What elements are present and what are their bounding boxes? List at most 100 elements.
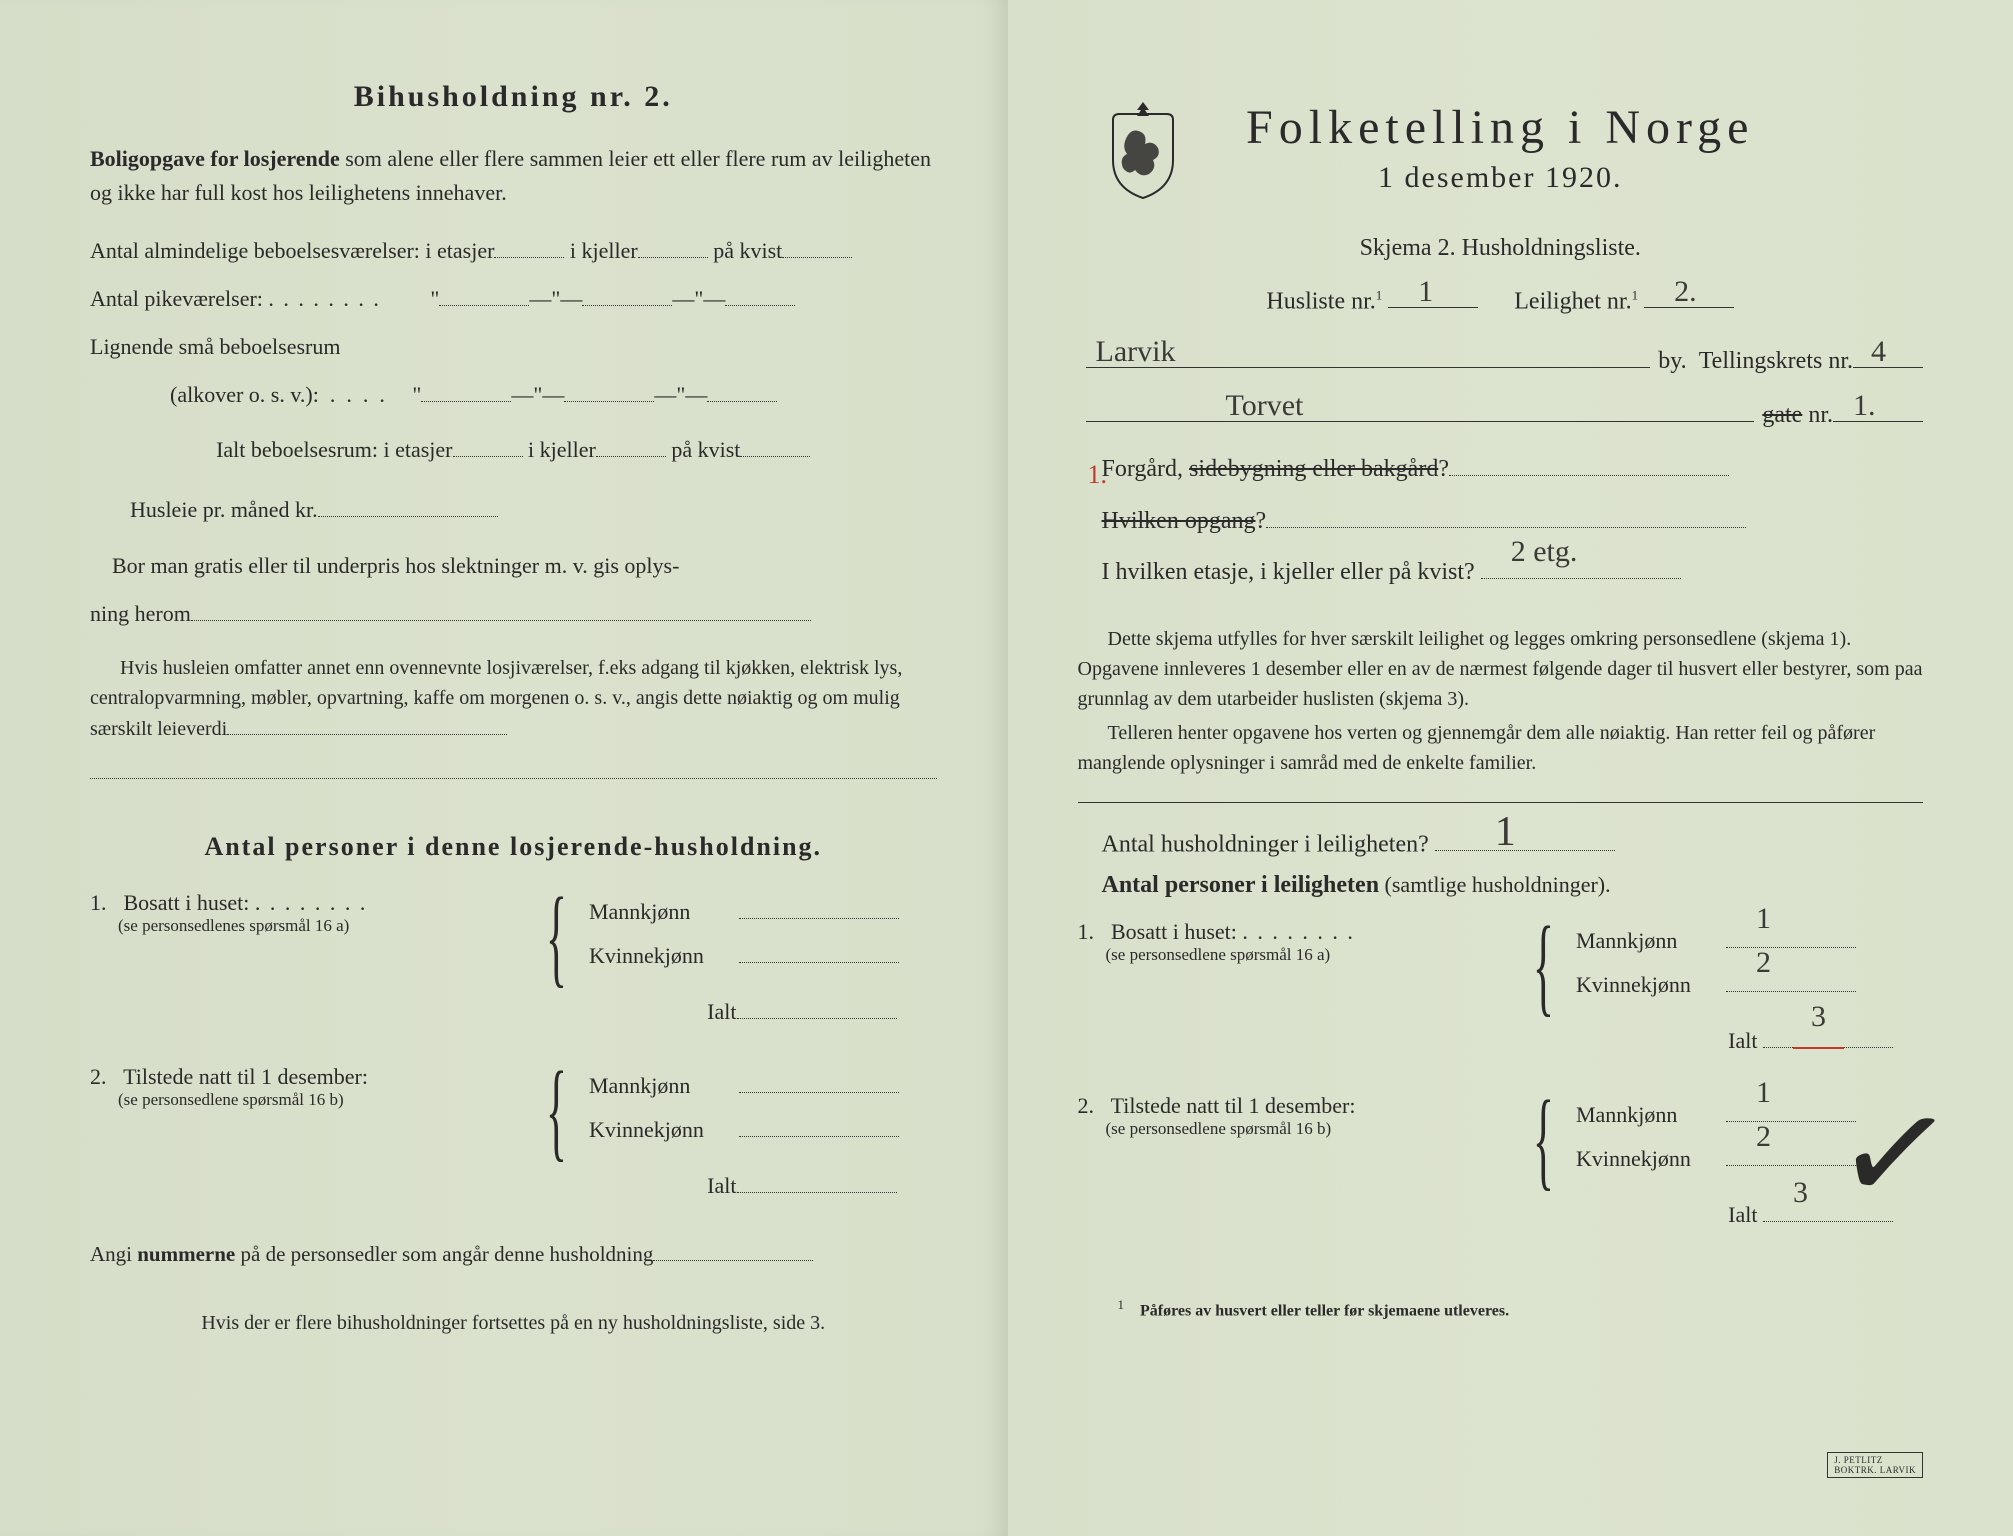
right-footnote: 1 Påføres av husvert eller teller før sk…: [1078, 1297, 1924, 1320]
left-subheading: Antal personer i denne losjerende-hushol…: [90, 832, 937, 862]
rmann-label: Mannkjønn: [1576, 919, 1726, 963]
date-line: 1 desember 1920.: [1078, 161, 1924, 195]
rooms-label-a: Antal almindelige beboelsesværelser: i e…: [90, 238, 494, 263]
antal-hush-value: 1: [1495, 808, 1516, 856]
kvinne-label: Kvinnekjønn: [589, 934, 739, 978]
bor-line-b: ning herom: [90, 593, 937, 635]
rq2-label: Tilstede natt til 1 desember:: [1111, 1093, 1356, 1118]
document-spread: Bihusholdning nr. 2. Boligopgave for los…: [0, 0, 2013, 1536]
rialt-label-2: Ialt: [1728, 1202, 1757, 1227]
husliste-value: 1: [1418, 275, 1433, 309]
husliste-row: Husliste nr.1 1 Leilighet nr.1 2.: [1078, 282, 1924, 315]
v-kvinne2: 2: [1756, 1107, 1771, 1167]
left-page: Bihusholdning nr. 2. Boligopgave for los…: [0, 0, 1007, 1536]
mann-label-2: Mannkjønn: [589, 1064, 739, 1108]
gate-row: Torvet gate nr. 1.: [1078, 393, 1924, 429]
bor-line-a: Bor man gratis eller til underpris hos s…: [90, 545, 937, 587]
ialt-b: i kjeller: [528, 437, 596, 462]
forgard-row: Forgård, sidebygning eller bakgård?: [1078, 447, 1924, 493]
ialt-rooms-line: Ialt beboelsesrum: i etasjer i kjeller p…: [90, 429, 937, 471]
leilighet-label: Leilighet nr.: [1514, 288, 1631, 314]
rooms-label-b: i kjeller: [570, 238, 638, 263]
main-title: Folketelling i Norge: [1078, 100, 1924, 155]
rq1-sub: (se personsedlene spørsmål 16 a): [1106, 945, 1508, 965]
q2-sub: (se personsedlene spørsmål 16 b): [118, 1090, 520, 1110]
mann-label: Mannkjønn: [589, 890, 739, 934]
v-kvinne1: 2: [1756, 933, 1771, 993]
pike-line: Antal pikeværelser: "—"——"—: [90, 278, 937, 320]
right-count-2: 2. Tilstede natt til 1 desember: (se per…: [1078, 1093, 1924, 1237]
husliste-label: Husliste nr.: [1266, 288, 1375, 314]
v-ialt2: 3: [1793, 1163, 1808, 1223]
antal-hush-row: Antal husholdninger i leiligheten? 1: [1078, 825, 1924, 858]
pike-label: Antal pikeværelser:: [90, 286, 263, 311]
rooms-label-c: på kvist: [713, 238, 782, 263]
husleie-label: Husleie pr. måned kr.: [130, 497, 318, 522]
large-checkmark: ✓: [1825, 1066, 1964, 1244]
q2-label: Tilstede natt til 1 desember:: [123, 1064, 368, 1089]
etasje-value: 2 etg.: [1511, 523, 1578, 580]
etasje-label: I hvilken etasje, i kjeller eller på kvi…: [1102, 559, 1475, 585]
husleie-line: Husleie pr. måned kr.: [130, 489, 937, 531]
antal-pers-paren: (samtlige husholdninger).: [1379, 872, 1611, 897]
lignende-line-a: Lignende små beboelsesrum: [90, 326, 937, 368]
ialt-c: på kvist: [671, 437, 740, 462]
rkvinne-label-2: Kvinnekjønn: [1576, 1137, 1726, 1181]
intro-bold: Boligopgave for losjerende: [90, 146, 340, 171]
hvis-note: Hvis husleien omfatter annet enn ovennev…: [90, 653, 937, 744]
instr-1: Dette skjema utfylles for hver særskilt …: [1078, 624, 1924, 714]
by-label: by.: [1658, 348, 1686, 375]
antal-hush-label: Antal husholdninger i leiligheten?: [1102, 831, 1429, 857]
tellingskrets-value: 4: [1871, 335, 1886, 369]
intro-paragraph: Boligopgave for losjerende som alene ell…: [90, 142, 937, 210]
leilighet-value: 2.: [1674, 275, 1697, 309]
bor-a: Bor man gratis eller til underpris hos s…: [112, 553, 679, 578]
rq1-label: Bosatt i huset:: [1111, 919, 1237, 944]
ialt-label: Ialt: [707, 999, 736, 1024]
gate-nr-label: nr.: [1808, 402, 1833, 429]
divider: [1078, 802, 1924, 803]
opgang-row: Hvilken opgang?: [1078, 499, 1924, 545]
left-count-1: 1. Bosatt i huset: (se personsedlenes sp…: [90, 890, 937, 1034]
footnote-text: Påføres av husvert eller teller før skje…: [1140, 1302, 1509, 1319]
printer-stamp: J. PETLITZBOKTRK. LARVIK: [1827, 1452, 1923, 1478]
rq2-sub: (se personsedlene spørsmål 16 b): [1106, 1119, 1508, 1139]
angi-line: Angi nummerne på de personsedler som ang…: [90, 1238, 937, 1272]
skjema-line: Skjema 2. Husholdningsliste.: [1078, 235, 1924, 262]
left-title: Bihusholdning nr. 2.: [90, 80, 937, 114]
coat-of-arms-icon: [1103, 100, 1183, 200]
lignende-line-b: (alkover o. s. v.): . . . . "—"——"—: [170, 374, 937, 416]
q1-label: Bosatt i huset:: [124, 890, 250, 915]
right-page: Folketelling i Norge 1 desember 1920. Sk…: [1007, 0, 2013, 1536]
gate-label: gate: [1762, 402, 1802, 429]
left-count-2: 2. Tilstede natt til 1 desember: (se per…: [90, 1064, 937, 1208]
tellingskrets-label: Tellingskrets nr.: [1699, 348, 1853, 375]
forgard-label: Forgård,: [1102, 456, 1190, 482]
alkover-label: (alkover o. s. v.):: [170, 382, 319, 407]
red-annotation: 1.: [1088, 460, 1108, 490]
right-count-1: 1. Bosatt i huset: (se personsedlene spø…: [1078, 919, 1924, 1063]
rialt-label: Ialt: [1728, 1028, 1757, 1053]
bor-b: ning herom: [90, 601, 191, 626]
rmann-label-2: Mannkjønn: [1576, 1093, 1726, 1137]
by-value: Larvik: [1096, 335, 1176, 369]
etasje-row: I hvilken etasje, i kjeller eller på kvi…: [1078, 550, 1924, 596]
rooms-line: Antal almindelige beboelsesværelser: i e…: [90, 230, 937, 272]
instr-2: Telleren henter opgavene hos verten og g…: [1078, 718, 1924, 778]
kvinne-label-2: Kvinnekjønn: [589, 1108, 739, 1152]
left-footnote: Hvis der er flere bihusholdninger fortse…: [90, 1312, 937, 1335]
v-ialt1: 3: [1793, 987, 1844, 1049]
gate-nr-value: 1.: [1853, 389, 1876, 423]
ialt-label-2: Ialt: [707, 1173, 736, 1198]
opgang-label: Hvilken opgang: [1102, 508, 1256, 534]
ialt-a: Ialt beboelsesrum: i etasjer: [216, 437, 452, 462]
rkvinne-label: Kvinnekjønn: [1576, 963, 1726, 1007]
by-row: Larvik by. Tellingskrets nr. 4: [1078, 339, 1924, 375]
antal-pers-heading: Antal personer i leiligheten (samtlige h…: [1078, 872, 1924, 899]
q1-sub: (se personsedlenes spørsmål 16 a): [118, 916, 520, 936]
antal-pers-bold: Antal personer i leiligheten: [1102, 872, 1380, 898]
forgard-strike: sidebygning eller bakgård: [1189, 456, 1438, 482]
fn-num: 1: [1118, 1297, 1125, 1312]
gate-value: Torvet: [1226, 389, 1304, 423]
instructions-block: Dette skjema utfylles for hver særskilt …: [1078, 624, 1924, 778]
